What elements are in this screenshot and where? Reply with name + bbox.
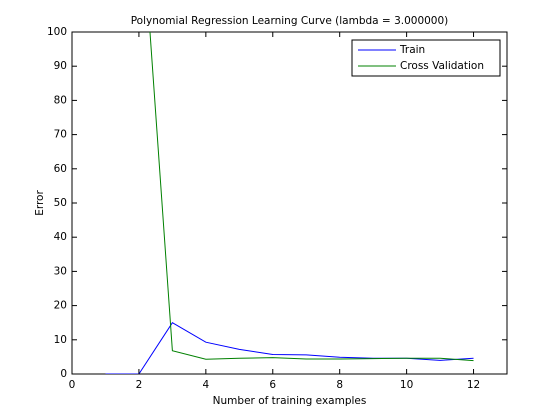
x-tick-label: 12 <box>467 379 480 391</box>
y-tick-label: 0 <box>60 368 67 380</box>
legend-box <box>351 39 501 77</box>
y-tick-label: 90 <box>54 60 67 72</box>
y-tick-label: 50 <box>54 197 67 209</box>
series-line <box>149 32 474 362</box>
y-tick-label: 80 <box>54 94 67 106</box>
y-tick-label: 30 <box>54 265 67 277</box>
legend-label: Train <box>399 44 425 56</box>
x-axis-label: Number of training examples <box>213 395 367 407</box>
x-tick-label: 2 <box>136 379 143 391</box>
x-tick-label: 4 <box>203 379 210 391</box>
y-tick-label: 10 <box>54 334 67 346</box>
x-tick-label: 8 <box>336 379 343 391</box>
y-tick-label: 70 <box>54 129 67 141</box>
y-tick-label: 100 <box>47 26 67 38</box>
x-tick-label: 6 <box>269 379 276 391</box>
y-tick-label: 40 <box>54 231 67 243</box>
y-tick-label: 60 <box>54 163 67 175</box>
x-tick-label: 10 <box>400 379 413 391</box>
plot-area <box>71 31 508 375</box>
y-axis-label: Error <box>34 190 46 216</box>
y-tick-label: 20 <box>54 300 67 312</box>
series-layer <box>105 32 474 374</box>
x-tick-label: 0 <box>69 379 76 391</box>
legend-label: Cross Validation <box>400 60 484 72</box>
chart-title: Polynomial Regression Learning Curve (la… <box>131 15 449 27</box>
